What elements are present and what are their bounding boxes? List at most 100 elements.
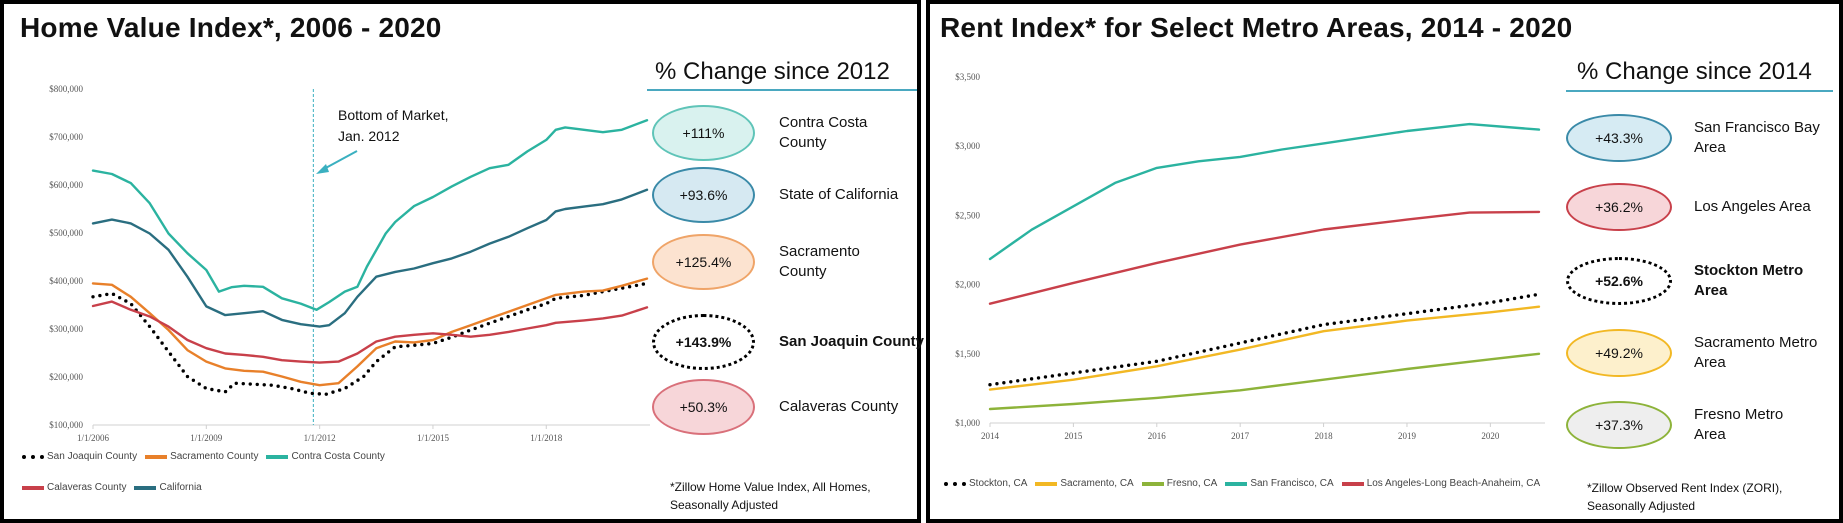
x-tick-label: 1/1/2012: [304, 433, 336, 443]
y-tick-label: $1,500: [955, 349, 980, 359]
badge-label-line: Calaveras County: [779, 398, 899, 415]
badge-label-line: Area: [1694, 139, 1726, 156]
y-tick-label: $2,500: [955, 210, 980, 220]
badge-label-line: Contra Costa: [779, 114, 868, 131]
legend-label: Sacramento, CA: [1060, 478, 1134, 489]
left-badge: +125.4%: [652, 234, 755, 290]
x-tick-label: 1/1/2009: [190, 433, 223, 443]
legend-item: Calaveras County: [22, 482, 126, 493]
legend-item: Contra Costa County: [266, 451, 385, 462]
badge-label: Los Angeles Area: [1694, 182, 1811, 232]
annotation-arrow-icon: [321, 150, 358, 171]
badge-label-line: Sacramento Metro: [1694, 334, 1818, 351]
x-tick-label: 1/1/2006: [77, 433, 110, 443]
badge-label-line: Fresno Metro: [1694, 406, 1784, 423]
left-badge: +93.6%: [652, 167, 755, 223]
y-tick-label: $200,000: [49, 372, 83, 382]
y-tick-label: $100,000: [49, 420, 83, 430]
right-badge: +52.6%: [1566, 257, 1672, 305]
series-line-fresno-ca: [988, 352, 1541, 411]
badge-label-line: County: [779, 263, 827, 280]
series-line-stockton-ca: [988, 292, 1541, 387]
badge-label-line: Los Angeles Area: [1694, 198, 1811, 215]
legend-label: Contra Costa County: [291, 451, 385, 462]
rent-index-legend: Stockton, CA Sacramento, CA Fresno, CA San …: [944, 478, 1564, 489]
y-tick-label: $600,000: [49, 180, 83, 190]
right-badge: +43.3%: [1566, 114, 1672, 162]
percent-change-value: +37.3%: [1595, 417, 1643, 433]
legend-swatch: [134, 485, 157, 490]
x-tick-label: 2018: [1315, 431, 1334, 441]
legend-swatch: [266, 454, 289, 459]
y-tick-label: $300,000: [49, 324, 83, 334]
legend-swatch: [944, 481, 966, 486]
change-since-2012-title: % Change since 2012: [655, 58, 890, 85]
home-value-title: Home Value Index*, 2006 - 2020: [20, 12, 442, 43]
legend-swatch: [1141, 481, 1164, 486]
badge-label-line: Stockton Metro: [1694, 262, 1804, 279]
series-line-sacramento-county: [91, 277, 649, 387]
legend-item: Sacramento County: [145, 451, 258, 462]
left-badge: +50.3%: [652, 379, 755, 435]
x-tick-label: 1/1/2018: [530, 433, 563, 443]
legend-swatch: [1341, 481, 1364, 486]
y-tick-label: $800,000: [49, 84, 83, 94]
legend-item: Stockton, CA: [944, 478, 1027, 489]
y-tick-label: $3,500: [955, 72, 980, 82]
legend-label: Calaveras County: [47, 482, 127, 493]
legend-label: Los Angeles-Long Beach-Anaheim, CA: [1366, 478, 1541, 489]
legend-item: San Francisco, CA: [1225, 478, 1334, 489]
badge-label: Sacramento County: [779, 237, 860, 287]
legend-label: California: [159, 482, 202, 493]
badge-label: San Joaquin County: [779, 317, 924, 367]
right-badge: +37.3%: [1566, 401, 1672, 449]
badge-label: Sacramento Metro Area: [1694, 328, 1817, 378]
legend-label: San Joaquin County: [47, 451, 138, 462]
percent-change-value: +125.4%: [675, 254, 732, 270]
percent-change-value: +50.3%: [679, 399, 728, 415]
arrowhead-icon: [316, 164, 329, 174]
x-tick-label: 2015: [1064, 431, 1083, 441]
change-title-underline: [647, 89, 917, 91]
percent-change-value: +143.9%: [675, 334, 732, 350]
badge-label: State of California: [779, 170, 898, 220]
y-tick-label: $700,000: [49, 132, 83, 142]
legend-swatch: [145, 454, 168, 459]
badge-label-line: County: [779, 134, 827, 151]
y-tick-label: $3,000: [955, 141, 980, 151]
badge-label-line: Area: [1694, 354, 1726, 371]
x-tick-label: 2020: [1481, 431, 1500, 441]
x-tick-label: 2014: [981, 431, 1000, 441]
y-tick-label: $1,000: [955, 418, 980, 428]
legend-label: Stockton, CA: [969, 478, 1028, 489]
footnote-line: *Zillow Home Value Index, All Homes,: [670, 480, 871, 494]
percent-change-value: +52.6%: [1595, 273, 1643, 289]
percent-change-value: +49.2%: [1595, 345, 1643, 361]
home-value-panel: [0, 0, 921, 523]
badge-label-line: San Francisco Bay: [1694, 119, 1820, 136]
home-value-legend: San Joaquin County Sacramento County Contr…: [22, 451, 402, 493]
legend-item: California: [134, 482, 202, 493]
legend-swatch: [1225, 481, 1248, 486]
legend-item: Los Angeles-Long Beach-Anaheim, CA: [1341, 478, 1541, 489]
badge-label: Stockton Metro Area: [1694, 256, 1803, 306]
y-tick-label: $400,000: [49, 276, 83, 286]
percent-change-value: +111%: [682, 125, 725, 141]
x-tick-label: 1/1/2015: [417, 433, 450, 443]
series-line-los-angeles-long-beach-anaheim-ca: [988, 210, 1541, 305]
series-line-sacramento-ca: [988, 305, 1541, 391]
right-badge: +36.2%: [1566, 183, 1672, 231]
left-badge: +143.9%: [652, 314, 755, 370]
home-value-footnote: *Zillow Home Value Index, All Homes, Sea…: [670, 478, 871, 514]
y-tick-label: $2,000: [955, 280, 980, 290]
badge-label-line: San Joaquin County: [779, 333, 925, 350]
series-line-contra-costa-county: [91, 119, 649, 311]
series-line-calaveras-county: [91, 300, 649, 364]
legend-label: Sacramento County: [170, 451, 259, 462]
y-tick-label: $500,000: [49, 228, 83, 238]
rent-index-title: Rent Index* for Select Metro Areas, 2014…: [940, 12, 1573, 43]
legend-swatch: [22, 485, 44, 490]
rent-index-panel: [926, 0, 1843, 523]
annotation-line: Jan. 2012: [338, 128, 400, 144]
